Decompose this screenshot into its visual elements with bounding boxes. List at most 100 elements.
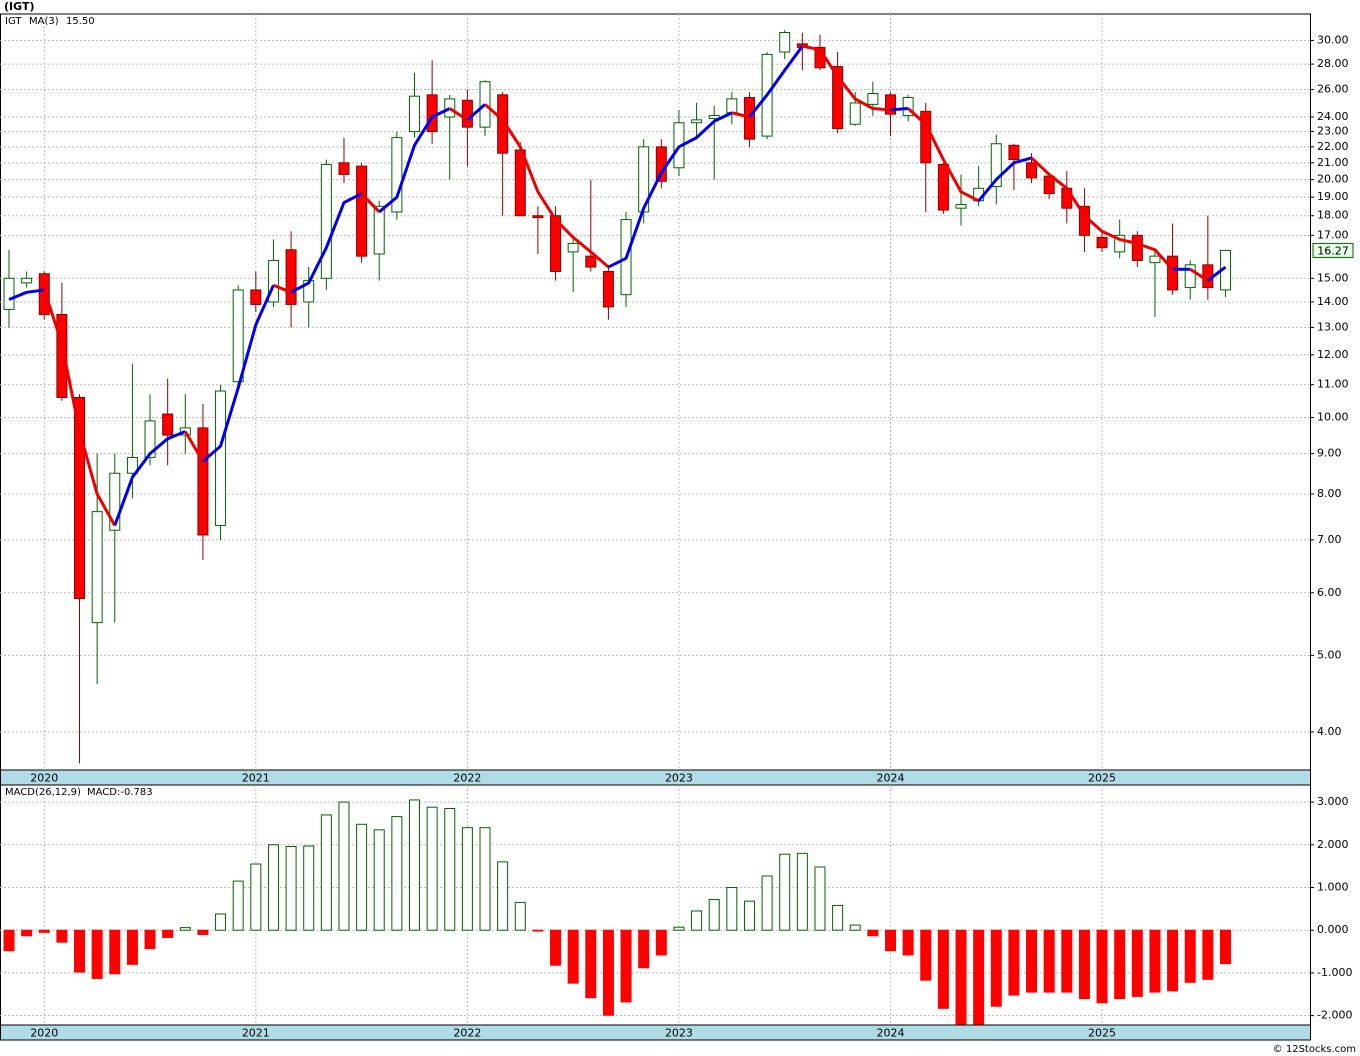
y-tick-label: 7.00: [1317, 533, 1342, 546]
y-tick-label: 26.00: [1317, 83, 1349, 96]
macd-bar: [162, 929, 174, 938]
legend-ma-name: MA(3): [29, 16, 59, 27]
y-tick-label: 28.00: [1317, 57, 1349, 70]
candle-body: [444, 98, 456, 118]
macd-bar: [303, 845, 315, 931]
candle-body: [356, 165, 368, 257]
macd-bar: [602, 929, 614, 1016]
macd-bar: [691, 910, 703, 931]
macd-bar: [937, 929, 949, 1009]
macd-bar: [973, 929, 985, 1025]
candle-body: [3, 277, 15, 310]
last-price-label: 16.27: [1317, 244, 1349, 257]
x-tick-label: 2021: [242, 772, 270, 785]
candle-body: [1184, 264, 1196, 289]
macd-bar: [91, 929, 103, 979]
macd-bar: [1167, 929, 1179, 992]
x-tick-label: 2025: [1088, 1027, 1116, 1040]
ma-line: [1206, 265, 1227, 282]
y-tick-label: 24.00: [1317, 110, 1349, 123]
candle-body: [885, 94, 896, 115]
candle-body: [708, 115, 720, 119]
macd-value: MACD:-0.783: [87, 787, 153, 798]
footer: © 12Stocks.com: [1273, 1044, 1356, 1055]
legend-ticker: IGT: [5, 16, 22, 27]
macd-bar: [902, 929, 914, 956]
y-tick-label: 11.00: [1317, 378, 1349, 391]
ma-line: [466, 103, 487, 121]
x-tick-label: 2021: [242, 1027, 270, 1040]
candle-body: [1149, 255, 1161, 264]
macd-bar: [655, 929, 667, 956]
candle-body: [849, 102, 861, 125]
ma-line: [1189, 268, 1209, 282]
macd-bar: [1026, 929, 1038, 993]
y-tick-label: 9.00: [1317, 447, 1342, 460]
candle-body: [867, 93, 879, 105]
macd-bar: [990, 929, 1002, 1007]
x-tick-label: 2024: [877, 1027, 905, 1040]
candle-body: [232, 289, 244, 383]
macd-bar: [126, 929, 138, 965]
y-tick-label: 23.00: [1317, 125, 1349, 138]
ma-line: [731, 111, 750, 119]
candle-body: [391, 137, 403, 213]
macd-bar: [338, 801, 350, 931]
candle-body: [215, 390, 227, 526]
ma-line: [448, 107, 469, 122]
candle-body: [1096, 236, 1108, 249]
y-tick-label: 15.00: [1317, 271, 1349, 284]
macd-bar: [109, 929, 121, 975]
macd-bar: [56, 929, 68, 943]
macd-bar: [620, 929, 632, 1003]
legend-ma-value: 15.50: [66, 16, 95, 27]
macd-bar: [285, 845, 297, 931]
macd-bar: [743, 900, 755, 931]
x-tick-label: 2022: [453, 772, 481, 785]
y-tick-label: 2.000: [1317, 838, 1349, 851]
candle-body: [497, 94, 509, 154]
candle-body: [267, 259, 279, 303]
candle-body: [250, 289, 262, 305]
macd-bar: [373, 829, 385, 931]
candle-body: [426, 94, 438, 133]
macd-bar: [479, 827, 491, 931]
macd-bar: [1149, 929, 1161, 993]
candle-body: [832, 66, 844, 130]
ma-line: [201, 284, 275, 463]
candle-body: [162, 413, 174, 436]
macd-bar: [814, 866, 826, 931]
candle-body: [955, 203, 967, 209]
y-tick-label: 5.00: [1317, 648, 1342, 661]
candle-body: [285, 249, 297, 305]
macd-bar: [38, 929, 50, 933]
macd-bar: [726, 886, 738, 931]
candle-body: [91, 511, 103, 624]
macd-bar: [3, 929, 15, 952]
candle-body: [338, 162, 350, 175]
y-tick-label: 20.00: [1317, 173, 1349, 186]
ma-line: [907, 107, 980, 203]
ma-line: [378, 107, 451, 214]
y-tick-label: 0.000: [1317, 923, 1349, 936]
y-tick-label: 30.00: [1317, 33, 1349, 46]
ma-line: [8, 288, 45, 301]
macd-bar: [1114, 929, 1126, 1000]
macd-bar: [585, 929, 597, 999]
ma-line: [890, 107, 909, 112]
macd-bar: [514, 901, 526, 931]
last-price-box: [1312, 242, 1354, 258]
candle-body: [197, 427, 209, 536]
macd-bar: [1184, 929, 1196, 983]
y-tick-label: 22.00: [1317, 140, 1349, 153]
macd-bar: [955, 929, 967, 1025]
macd-bar: [708, 898, 720, 931]
ma-line: [607, 111, 733, 269]
chart-title: (IGT): [4, 0, 35, 13]
macd-bar: [1131, 929, 1143, 997]
macd-bar: [232, 880, 244, 931]
ma-line: [184, 430, 205, 463]
candle-body: [461, 99, 473, 128]
